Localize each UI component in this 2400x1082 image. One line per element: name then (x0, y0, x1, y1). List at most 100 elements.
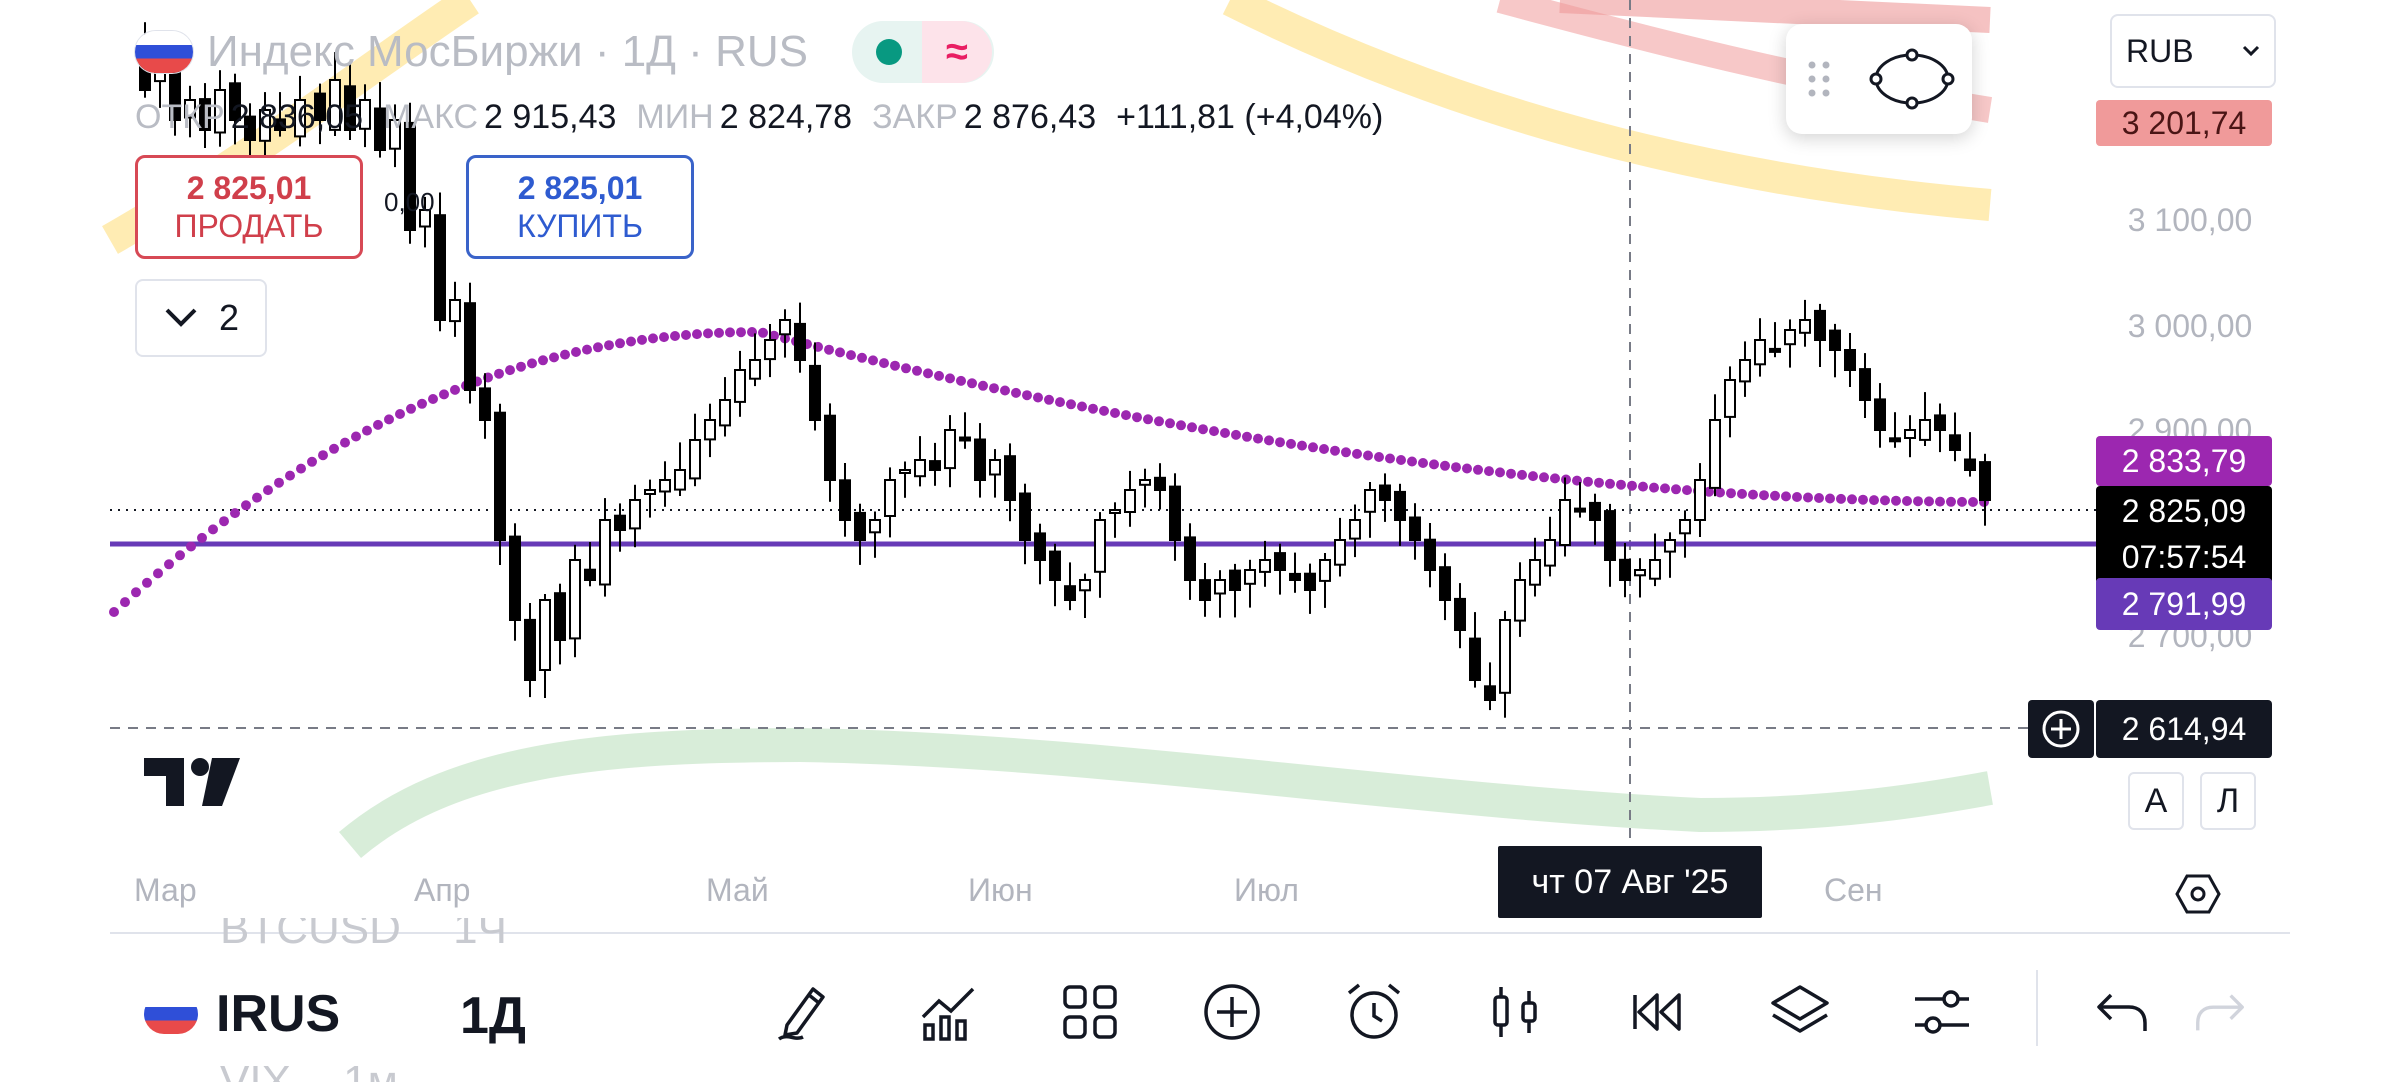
candle-body (494, 411, 506, 542)
symbol-next: VIX (220, 1058, 291, 1082)
buy-button[interactable]: 2 825,01 КУПИТЬ (466, 155, 694, 259)
candle-body (689, 439, 701, 480)
ma-dot (1759, 490, 1769, 501)
alerts-button[interactable] (1336, 974, 1412, 1050)
ma-dot (1121, 410, 1131, 421)
ma-dot (1594, 477, 1604, 488)
candle-body (1004, 455, 1016, 502)
chart-settings-button[interactable] (2168, 866, 2228, 922)
candle-body (704, 419, 716, 441)
ma-dot (956, 375, 966, 386)
buy-price: 2 825,01 (517, 170, 643, 206)
candle-body (464, 302, 476, 392)
ma-dot (1231, 429, 1241, 440)
undo-button[interactable] (2084, 974, 2160, 1050)
ma-dot (296, 463, 306, 474)
drawing-toolbar-widget[interactable] (1786, 24, 1972, 134)
candle-body (1379, 484, 1391, 501)
russia-flag-icon (135, 31, 193, 73)
candle-body (1394, 490, 1406, 521)
plus-circle-icon (2042, 710, 2080, 748)
layouts-button[interactable] (1052, 974, 1128, 1050)
ma-dot (1671, 484, 1681, 495)
sell-button[interactable]: 2 825,01 ПРОДАТЬ (135, 155, 363, 259)
close-value: 2 876,43 (963, 97, 1097, 136)
ma-dot (1099, 405, 1109, 416)
change-value: +111,81 (+4,04%) (1116, 97, 1384, 136)
candle-body (539, 599, 551, 671)
candle-body (1034, 532, 1046, 562)
ma-dot (1044, 394, 1054, 405)
market-status-pill[interactable]: ≈ (851, 21, 994, 83)
symbol-picker-next[interactable]: VIX 1м (220, 1058, 398, 1082)
chevron-down-icon (165, 308, 197, 327)
ma-dot (549, 352, 559, 363)
candle-body (1679, 519, 1691, 535)
time-axis-label: Апр (414, 872, 471, 908)
ellipse-tool-icon[interactable] (1869, 46, 1955, 112)
candle-body (1154, 476, 1166, 491)
ma-dot (164, 559, 174, 570)
ma-dot (1407, 456, 1417, 467)
redo-button[interactable] (2190, 974, 2250, 1050)
ma-dot (131, 587, 141, 598)
ma-dot (241, 500, 251, 511)
add-alert-button[interactable] (2028, 700, 2094, 758)
bar-countdown: 07:57:54 (2121, 539, 2247, 575)
indicators-button[interactable] (910, 974, 986, 1050)
ma-dot (901, 363, 911, 374)
candle-body (1514, 579, 1526, 622)
candle-body (1784, 329, 1796, 346)
alarm-icon (1347, 983, 1401, 1039)
interval-next: 1м (343, 1058, 398, 1082)
ma-dot (846, 350, 856, 361)
add-button[interactable] (1194, 974, 1270, 1050)
ma-dot (1803, 492, 1813, 503)
ma-dot (1605, 478, 1615, 489)
ma-dot (1539, 472, 1549, 483)
candle-body (1859, 368, 1871, 402)
candle-body (1064, 585, 1076, 602)
candle-body (1319, 559, 1331, 582)
indicators-collapse-button[interactable]: 2 (135, 279, 267, 357)
candle-body (899, 469, 911, 474)
bollinger-yellow-band (1222, 0, 1992, 221)
candle-body (214, 89, 226, 134)
auto-scale-button[interactable]: А (2128, 772, 2184, 830)
log-scale-button[interactable]: Л (2200, 772, 2256, 830)
replay-icon (1633, 993, 1681, 1031)
ma-dot (1088, 403, 1098, 414)
ma-dot (923, 368, 933, 379)
drawing-tools-button[interactable] (766, 974, 842, 1050)
candle-body (809, 364, 821, 421)
candle-body (1199, 579, 1211, 601)
tradingview-logo-icon[interactable] (144, 758, 240, 808)
symbol-header[interactable]: Индекс МосБиржи · 1Д · RUS ≈ (135, 21, 994, 83)
replay-button[interactable] (1620, 974, 1696, 1050)
candle-body (1874, 398, 1886, 431)
settings-button[interactable] (1904, 974, 1980, 1050)
crosshair-date-tag: чт 07 Авг '25 (1498, 846, 1762, 918)
ma-dot (637, 334, 647, 345)
symbol-picker-prev[interactable]: BTCUSD 1Ч (220, 918, 507, 954)
ma-dot (934, 370, 944, 381)
ma-dot (1528, 471, 1538, 482)
ma-dot (1176, 420, 1186, 431)
object-tree-button[interactable] (1762, 974, 1838, 1050)
chart-type-button[interactable] (1478, 974, 1554, 1050)
candle-body (1979, 461, 1991, 502)
ma-dot (373, 419, 383, 430)
ma-dot (186, 541, 196, 552)
candle-body (734, 369, 746, 403)
drag-handle-icon[interactable] (1804, 57, 1834, 101)
candle-body (1184, 536, 1196, 582)
symbol-picker[interactable]: IRUS (144, 984, 340, 1044)
ma-dot (769, 330, 779, 341)
currency-select[interactable]: RUB (2110, 14, 2276, 88)
ma-dot (395, 409, 405, 419)
interval-picker[interactable]: 1Д (460, 987, 526, 1045)
ma-dot (582, 344, 592, 355)
candle-body (244, 115, 256, 141)
ma-dot (824, 344, 834, 355)
